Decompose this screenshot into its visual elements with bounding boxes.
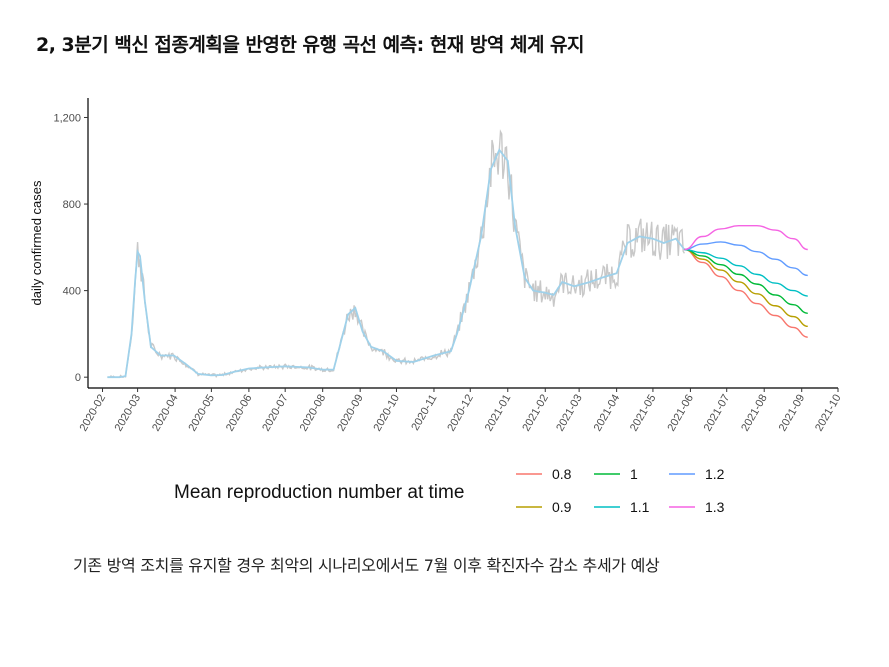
projection-line-1-3 (684, 224, 808, 251)
x-tick-label: 2020-02 (78, 393, 109, 434)
y-tick-label: 0 (75, 372, 81, 384)
projection-line-1-2 (684, 241, 808, 277)
x-tick-label: 2020-10 (371, 393, 402, 434)
x-tick-label: 2021-02 (520, 393, 551, 434)
legend-label-0-9: 0.9 (552, 499, 572, 515)
x-tick-label: 2021-03 (554, 393, 585, 434)
x-tick-label: 2020-03 (113, 393, 144, 434)
smoothed-cases-line (107, 148, 686, 379)
legend-label-0-8: 0.8 (552, 466, 572, 482)
x-tick-label: 2021-10 (813, 393, 844, 434)
legend-label-1-3: 1.3 (705, 499, 725, 515)
page-title: 2, 3분기 백신 접종계획을 반영한 유행 곡선 예측: 현재 방역 체계 유… (36, 34, 585, 56)
x-tick-label: 2021-04 (592, 393, 623, 434)
x-tick-label: 2020-09 (335, 393, 366, 434)
x-tick-label: 2021-06 (665, 393, 696, 434)
axes-layer: 0 400 800 1,200 2020-02 2020-03 2020-04 2020-05… (29, 98, 844, 433)
x-tick-label: 2021-01 (483, 393, 514, 434)
x-tick-label: 2020-06 (224, 393, 255, 434)
projection-series-layer (684, 224, 808, 338)
legend-label-1-2: 1.2 (705, 466, 725, 482)
x-tick-label: 2020-08 (298, 393, 329, 434)
chart: 0 400 800 1,200 2020-02 2020-03 2020-04 2020-05… (29, 98, 844, 515)
caption: 기존 방역 조치를 유지할 경우 최악의 시나리오에서도 7월 이후 확진자수 … (73, 556, 660, 575)
legend-label-1: 1 (630, 466, 638, 482)
x-tick-label: 2020-04 (150, 393, 181, 434)
y-axis-label: daily confirmed cases (29, 180, 44, 305)
x-tick-label: 2021-09 (777, 393, 808, 434)
x-tick-label: 2020-11 (409, 393, 439, 433)
projection-line-0-9 (684, 248, 808, 328)
y-tick-label: 400 (63, 286, 81, 298)
raw-series-layer (107, 129, 686, 379)
x-tick-label: 2020-12 (445, 393, 476, 434)
x-tick-label: 2020-05 (186, 393, 217, 434)
legend: Mean reproduction number at time 0.8 0.9 1 1… (174, 466, 725, 515)
smoothed-series-layer (107, 148, 686, 379)
legend-title: Mean reproduction number at time (174, 482, 464, 503)
y-tick-label: 1,200 (53, 112, 81, 124)
raw-cases-line (107, 129, 686, 379)
x-tick-label: 2021-08 (739, 393, 770, 434)
x-tick-label: 2021-05 (628, 393, 659, 434)
y-tick-label: 800 (63, 199, 81, 211)
projection-line-0-8 (684, 248, 808, 338)
projection-line-1 (684, 248, 808, 315)
x-tick-label: 2021-07 (702, 393, 733, 434)
projection-line-1-1 (684, 248, 808, 297)
legend-label-1-1: 1.1 (630, 499, 650, 515)
x-tick-label: 2020-07 (260, 393, 291, 434)
